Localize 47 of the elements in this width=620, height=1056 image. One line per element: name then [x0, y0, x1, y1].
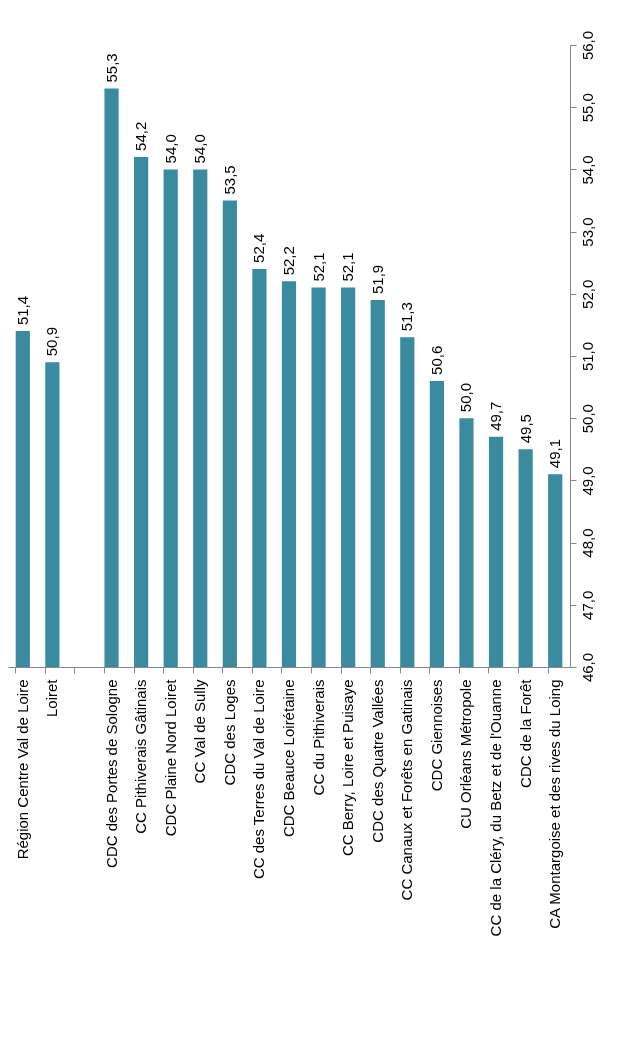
data-label: 51,3: [398, 302, 416, 332]
y-tick-label: 49,0: [578, 466, 596, 496]
x-tick-label: CC Pithiverais Gâtinais: [132, 679, 150, 834]
data-label: 54,0: [161, 134, 179, 164]
y-tick-label: 56,0: [578, 30, 596, 61]
data-label: 50,9: [43, 327, 61, 357]
x-tick-label: CDC des Portes de Sologne: [102, 679, 120, 868]
data-label: 54,0: [191, 134, 209, 164]
x-tick-label: CC des Terres du Val de Loire: [250, 679, 268, 880]
y-tick-label: 54,0: [578, 155, 596, 185]
x-tick-label: CC de la Cléry, du Betz et de l'Ouanne: [487, 679, 505, 937]
x-tick-label: CDC des Quatre Vallées: [368, 679, 386, 843]
data-label: 50,0: [457, 383, 475, 413]
x-tick-label: CA Montargoise et des rives du Loing: [546, 679, 564, 929]
y-tick-label: 55,0: [578, 93, 596, 123]
y-tick-label: 53,0: [578, 217, 596, 247]
y-tick-label: 46,0: [578, 652, 596, 683]
data-label: 51,9: [368, 264, 386, 295]
y-tick-label: 51,0: [578, 341, 596, 372]
data-label: 54,2: [132, 121, 150, 151]
data-label: 49,1: [546, 438, 564, 469]
x-tick-label: CC Val de Sully: [191, 679, 209, 784]
data-label: 49,5: [516, 414, 534, 444]
y-tick-label: 52,0: [578, 279, 596, 309]
x-tick-label: CU Orléans Métropole: [457, 679, 475, 829]
data-label: 50,6: [427, 345, 445, 375]
data-label: 55,3: [102, 53, 120, 83]
data-label: 53,5: [220, 165, 238, 195]
x-tick-label: CDC Beauce Loirétaine: [280, 679, 297, 838]
x-tick-label: CDC Giennoises: [427, 679, 445, 792]
x-tick-label: CDC des Loges: [220, 679, 238, 786]
y-tick-label: 50,0: [578, 404, 596, 434]
x-tick-label: CDC de la Forêt: [516, 678, 534, 788]
x-tick-label: Loiret: [43, 678, 61, 718]
y-tick-label: 48,0: [578, 528, 596, 558]
data-label: 52,1: [309, 252, 327, 282]
x-tick-label: CC du Pithiverais: [309, 679, 327, 796]
data-label: 52,1: [339, 252, 357, 282]
data-label: 52,4: [250, 233, 268, 263]
x-tick-label: CC Canaux et Forêts en Gatinais: [398, 679, 416, 901]
x-tick-label: CC Berry, Loire et Puisaye: [339, 679, 357, 856]
data-label: 51,4: [13, 295, 31, 326]
data-label: 52,2: [280, 246, 297, 276]
y-tick-label: 47,0: [578, 590, 596, 620]
x-tick-label: Région Centre Val de Loire: [13, 679, 31, 860]
data-label: 49,7: [487, 401, 505, 431]
x-tick-label: CDC Plaine Nord Loiret: [161, 678, 179, 837]
